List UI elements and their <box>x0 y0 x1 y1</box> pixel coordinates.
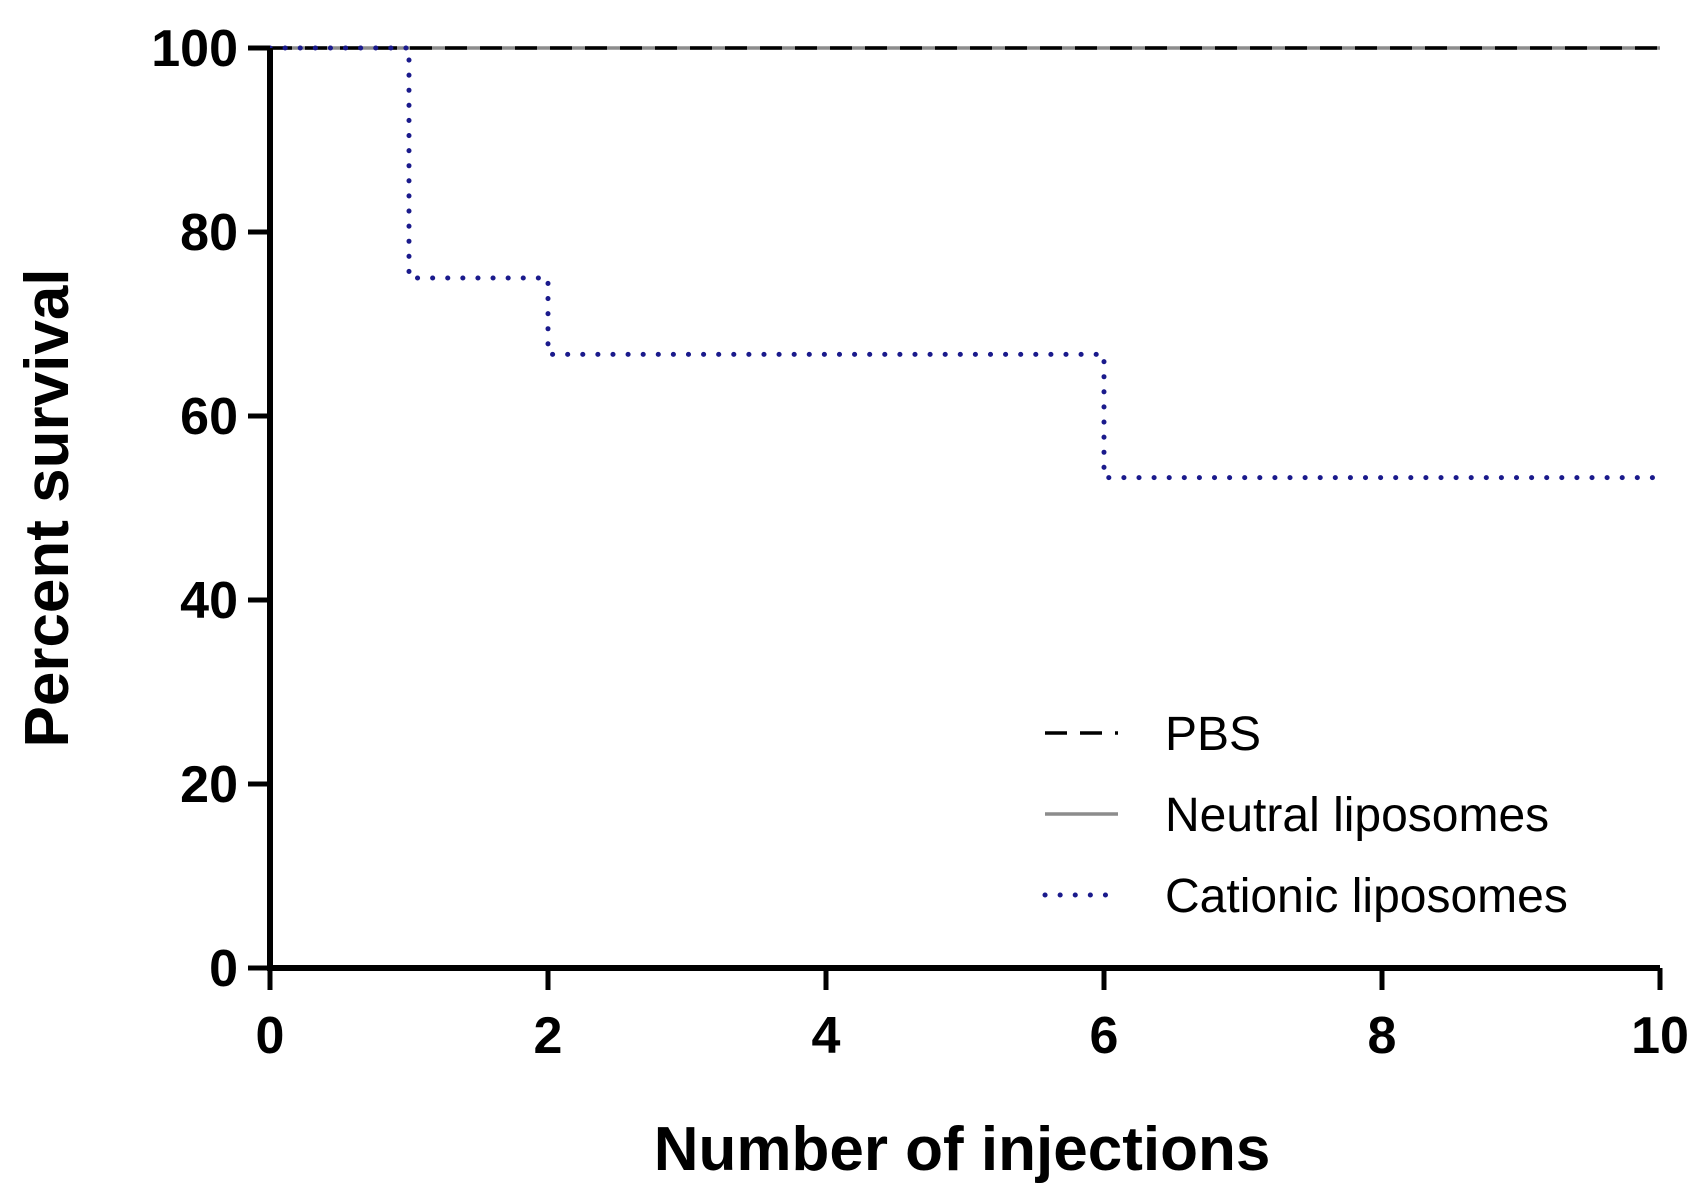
x-tick-label-0: 0 <box>256 1007 285 1065</box>
x-tick-label-6: 6 <box>1090 1007 1119 1065</box>
y-tick-label-100: 100 <box>151 20 238 78</box>
legend: PBS Neutral liposomes Cationic liposomes <box>1042 708 1568 923</box>
x-tick-label-2: 2 <box>534 1007 563 1065</box>
x-axis-title: Number of injections <box>654 1115 1271 1184</box>
axes-layer <box>267 48 1660 971</box>
y-tick-label-80: 80 <box>180 204 238 262</box>
legend-label-1: Neutral liposomes <box>1165 789 1549 842</box>
ticks-layer: 0 20 40 60 80 100 0 2 4 6 8 10 <box>151 20 1689 1065</box>
legend-label-0: PBS <box>1165 708 1261 761</box>
x-tick-label-4: 4 <box>812 1007 841 1065</box>
series-layer <box>267 45 1663 481</box>
series-line-2 <box>267 45 1663 481</box>
y-tick-label-60: 60 <box>180 388 238 446</box>
y-tick-label-40: 40 <box>180 572 238 630</box>
y-axis-title: Percent survival <box>13 268 82 747</box>
y-tick-label-0: 0 <box>209 940 238 998</box>
x-tick-label-10: 10 <box>1631 1007 1689 1065</box>
y-tick-label-20: 20 <box>180 756 238 814</box>
legend-label-2: Cationic liposomes <box>1165 870 1568 923</box>
x-tick-label-8: 8 <box>1368 1007 1397 1065</box>
